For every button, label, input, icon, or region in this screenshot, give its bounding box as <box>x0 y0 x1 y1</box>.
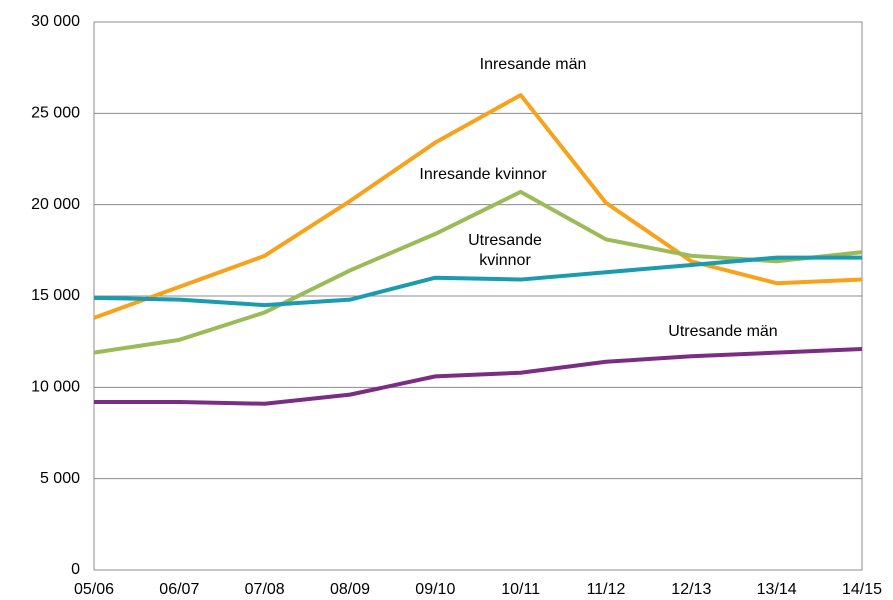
series-label: Utresande kvinnor <box>468 232 542 269</box>
x-tick-label: 13/14 <box>757 581 797 598</box>
y-tick-label: 15 000 <box>31 287 80 304</box>
series-label: Inresande kvinnor <box>419 166 547 183</box>
y-tick-label: 25 000 <box>31 105 80 122</box>
x-tick-label: 09/10 <box>415 581 455 598</box>
x-tick-label: 05/06 <box>74 581 114 598</box>
x-tick-label: 12/13 <box>671 581 711 598</box>
series-label: Inresande män <box>479 56 587 73</box>
x-tick-label: 11/12 <box>587 581 626 598</box>
y-tick-label: 20 000 <box>31 196 80 213</box>
x-tick-label: 10/11 <box>501 581 540 598</box>
series-line <box>93 189 863 355</box>
y-tick-label: 30 000 <box>31 13 80 30</box>
y-tick-label: 10 000 <box>31 379 80 396</box>
x-tick-label: 07/08 <box>245 581 285 598</box>
x-tick-label: 08/09 <box>330 581 370 598</box>
x-tick-label: 14/15 <box>842 581 882 598</box>
y-tick-label: 0 <box>71 561 80 578</box>
plot-border <box>93 21 863 571</box>
series-line <box>93 255 862 308</box>
series-line <box>93 93 863 320</box>
series-label: Utresande män <box>668 323 778 340</box>
y-tick-label: 5 000 <box>40 470 80 487</box>
series-line <box>94 346 863 406</box>
x-tick-label: 06/07 <box>159 581 199 598</box>
